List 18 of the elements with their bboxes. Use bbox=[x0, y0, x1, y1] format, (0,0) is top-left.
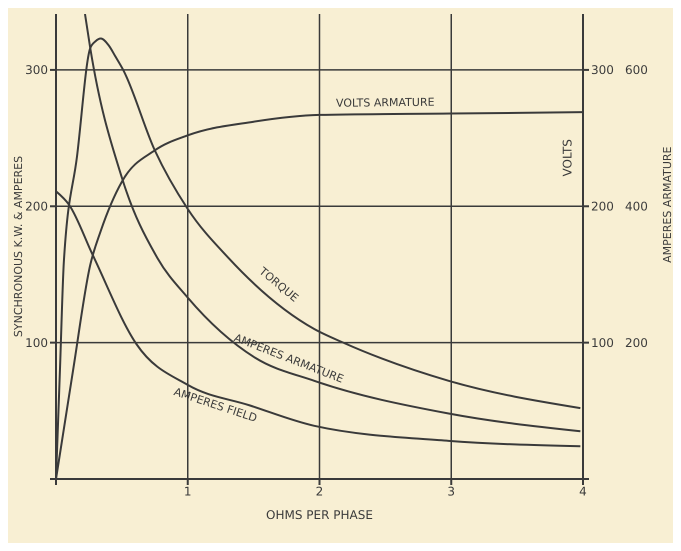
y2-tick-label: 300 bbox=[591, 63, 614, 78]
y2-tick-label: 200 bbox=[591, 200, 614, 214]
x-tick-label: 2 bbox=[316, 484, 324, 499]
x-tick-label: 3 bbox=[447, 484, 456, 499]
x-tick-label: 4 bbox=[579, 484, 587, 499]
y-tick-label: 200 bbox=[25, 200, 48, 214]
y-tick-label: 300 bbox=[25, 63, 48, 78]
y3-tick-label: 200 bbox=[625, 336, 648, 350]
y3-tick-label: 600 bbox=[625, 63, 648, 78]
x-tick-label: 1 bbox=[184, 484, 192, 499]
y2-axis-title: VOLTS bbox=[560, 139, 574, 176]
y3-tick-label: 400 bbox=[625, 200, 648, 214]
y2-tick-label: 100 bbox=[591, 336, 614, 350]
y3-axis-title: AMPERES ARMATURE bbox=[660, 146, 674, 263]
y-axis-title: SYNCHRONOUS K.W. & AMPERES bbox=[12, 156, 25, 338]
series-label: VOLTS ARMATURE bbox=[336, 96, 435, 110]
x-axis-title: OHMS PER PHASE bbox=[266, 508, 373, 522]
y-tick-label: 100 bbox=[25, 336, 48, 350]
